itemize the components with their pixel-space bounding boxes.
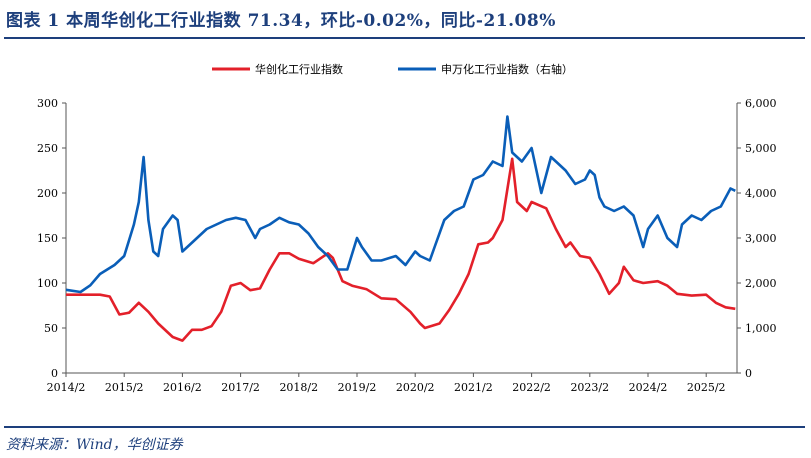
legend-label-shenwan: 申万化工行业指数（右轴） <box>441 62 573 76</box>
x-tick-label: 2020/2 <box>396 381 435 394</box>
left-tick-label: 300 <box>37 97 58 110</box>
axes: 0 0 50 1,000 100 2,000 150 3,000 200 4,000 250 5,00… <box>37 97 777 394</box>
x-tick-label: 2016/2 <box>163 381 202 394</box>
left-tick-label: 0 <box>51 367 58 380</box>
legend-label-huachuang: 华创化工行业指数 <box>255 62 343 76</box>
right-tick-label: 1,000 <box>745 322 777 335</box>
x-tick-label: 2015/2 <box>105 381 144 394</box>
legend: 华创化工行业指数 申万化工行业指数（右轴） <box>212 62 573 76</box>
right-tick-label: 0 <box>745 367 752 380</box>
x-tick-label: 2021/2 <box>454 381 493 394</box>
right-tick-label: 3,000 <box>745 232 777 245</box>
line-chart: 华创化工行业指数 申万化工行业指数（右轴） 0 0 50 1,000 100 2,000 1… <box>37 62 777 394</box>
x-tick-label: 2018/2 <box>279 381 318 394</box>
left-tick-label: 150 <box>37 232 58 245</box>
footer-divider <box>4 426 805 428</box>
left-tick-label: 100 <box>37 277 58 290</box>
right-tick-label: 5,000 <box>745 142 777 155</box>
x-tick-label: 2025/2 <box>687 381 726 394</box>
series-line-huachuang <box>66 157 736 342</box>
x-tick-label: 2014/2 <box>47 381 86 394</box>
left-tick-label: 50 <box>44 322 58 335</box>
series-lines <box>65 115 736 342</box>
right-tick-label: 4,000 <box>745 187 777 200</box>
x-tick-label: 2022/2 <box>512 381 551 394</box>
figure-title: 图表 1 本周华创化工行业指数 71.34，环比-0.02%，同比-21.08% <box>6 11 556 31</box>
x-tick-label: 2024/2 <box>629 381 668 394</box>
title-divider <box>4 37 805 39</box>
series-line-shenwan <box>65 115 736 294</box>
right-tick-label: 6,000 <box>745 97 777 110</box>
left-tick-label: 200 <box>37 187 58 200</box>
x-tick-label: 2019/2 <box>338 381 377 394</box>
left-tick-label: 250 <box>37 142 58 155</box>
source-note: 资料来源：Wind，华创证券 <box>6 437 183 453</box>
right-tick-label: 2,000 <box>745 277 777 290</box>
x-tick-label: 2023/2 <box>570 381 609 394</box>
x-tick-label: 2017/2 <box>221 381 260 394</box>
